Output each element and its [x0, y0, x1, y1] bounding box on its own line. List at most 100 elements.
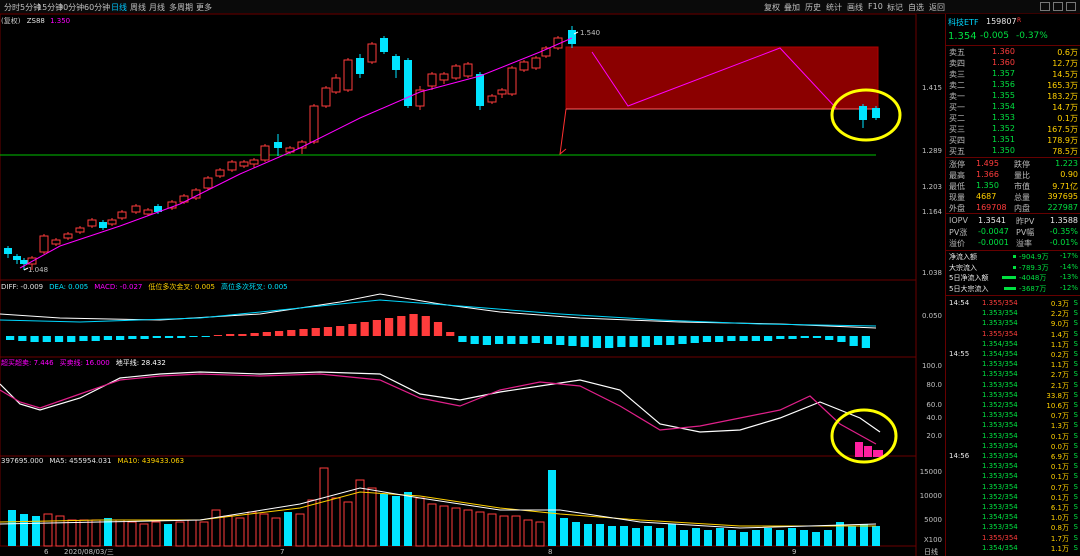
price-axis-label: 1.038 — [922, 269, 942, 277]
period-tab-5[interactable]: 日线 — [111, 3, 127, 12]
candle-body-down — [274, 142, 282, 148]
candle-body-up — [191, 189, 201, 199]
toolbar-button-0[interactable]: 复权 — [764, 3, 780, 12]
macd-bar — [788, 336, 797, 339]
macd-bar — [189, 336, 198, 337]
maximize-icon[interactable] — [1053, 2, 1063, 11]
period-tab-4[interactable]: 60分钟 — [84, 3, 111, 12]
price-chart-header: (复权) ZS88 1.350 — [1, 16, 70, 26]
macd-bar — [849, 336, 858, 346]
candle-body-up — [331, 77, 341, 93]
macd-bar — [177, 336, 186, 338]
macd-bar — [543, 336, 553, 344]
candle-body-up — [415, 89, 425, 107]
tick-row: 1.352/354 0.1万 S — [982, 492, 1078, 502]
price-axis-label: 1.415 — [922, 84, 942, 92]
volume-bar-down — [104, 518, 112, 546]
vol-labels-item-0: 397695.000 — [1, 457, 44, 465]
tick-row: 1.353/354 0.1万 S — [982, 462, 1078, 472]
stat-row: 最高 1.366 量比 0.90 — [949, 170, 1078, 180]
volume-bar-down — [716, 528, 724, 546]
candle-body-up — [321, 87, 331, 107]
toolbar-button-1[interactable]: 叠加 — [784, 3, 800, 12]
highlight-circle-kdj — [830, 408, 898, 464]
candle-body-down — [859, 106, 867, 120]
toolbar-button-3[interactable]: 统计 — [826, 3, 842, 12]
candle-body-down — [154, 206, 162, 212]
ma-value: 1.350 — [50, 17, 71, 25]
macd-bar — [140, 336, 149, 339]
macd-bar — [727, 336, 736, 341]
period-tab-9[interactable]: 更多 — [196, 3, 212, 12]
toolbar-button-2[interactable]: 历史 — [805, 3, 821, 12]
level-volume: 183.2万 — [1047, 92, 1078, 101]
volume-bar-up — [91, 519, 101, 547]
level-volume: 14.7万 — [1052, 103, 1078, 112]
macd-bar — [592, 336, 602, 348]
toolbar-button-4[interactable]: 画线 — [847, 3, 863, 12]
macd-bar — [91, 336, 100, 341]
level-price: 1.360 — [992, 58, 1015, 67]
level-price: 1.357 — [992, 69, 1015, 78]
volume-axis-label: X100 — [924, 536, 942, 544]
kdj-signal-bar — [855, 442, 863, 457]
level-price: 1.351 — [992, 135, 1015, 144]
macd-bar — [6, 336, 15, 340]
ask-row: 卖三 1.357 14.5万 — [946, 69, 1080, 80]
kdj-panel-frame — [0, 356, 917, 457]
volume-bar-up — [439, 505, 449, 547]
stock-chart[interactable]: 1.415 1.289 1.203 1.164 1.038 1.540 1.048 0.050… — [0, 14, 944, 556]
volume-bar-up — [463, 509, 473, 547]
volume-bar-up — [511, 515, 521, 547]
volume-bar-down — [788, 528, 796, 546]
tick-row: 14:55 1.354/354 0.2万 S — [949, 350, 1078, 359]
volume-bar-down — [284, 512, 292, 546]
level-label: 卖二 — [949, 81, 965, 90]
stat-row: 涨停 1.495 跌停 1.223 — [949, 159, 1078, 169]
macd-bar — [30, 336, 39, 342]
volume-bar-up — [223, 515, 233, 547]
close-icon[interactable] — [1066, 2, 1076, 11]
candle-body-up — [541, 47, 551, 57]
period-tab-2[interactable]: 15分钟 — [37, 3, 64, 12]
volume-bar-up — [271, 517, 281, 547]
candle-body-up — [227, 161, 237, 171]
macd-bar — [470, 336, 479, 344]
period-tab-3[interactable]: 30分钟 — [58, 3, 85, 12]
volume-bar-down — [644, 526, 652, 546]
period-tab-8[interactable]: 多周期 — [169, 3, 193, 12]
volume-bar-down — [632, 528, 640, 546]
fund-name: 科技ETF — [948, 18, 979, 27]
macd-bar — [79, 336, 88, 341]
flow-row: 5日大宗流入 -3687万 -12% — [949, 283, 1078, 293]
low-price-label: 1.048 — [28, 266, 48, 274]
minimize-icon[interactable] — [1040, 2, 1050, 11]
macd-labels-item-1: DEA: 0.005 — [49, 283, 89, 291]
toolbar-button-6[interactable]: 标记 — [887, 3, 903, 12]
iopv-row: PV涨 -0.0047 PV幅 -0.35% — [949, 227, 1078, 237]
macd-bar — [629, 336, 638, 347]
flow-row: 净流入额 -904.9万 -17% — [949, 252, 1078, 261]
toolbar-button-7[interactable]: 自选 — [908, 3, 924, 12]
macd-bar — [519, 336, 528, 344]
candle-body-up — [39, 235, 49, 253]
period-tab-0[interactable]: 分时 — [4, 3, 20, 12]
volume-bar-up — [247, 511, 257, 547]
volume-ma10-line — [0, 491, 876, 527]
candle-body-down — [13, 256, 21, 260]
candle-body-up — [131, 205, 141, 213]
macd-bar — [287, 330, 296, 336]
volume-bar-down — [872, 526, 880, 546]
high-price-label: 1.540 — [580, 29, 600, 37]
volume-bar-down — [32, 516, 40, 546]
kdj-axis-label: 20.0 — [926, 432, 942, 440]
period-tab-7[interactable]: 月线 — [149, 3, 165, 12]
candle-body-up — [451, 65, 461, 79]
period-tab-1[interactable]: 5分钟 — [20, 3, 42, 12]
zone-zigzag — [591, 47, 837, 109]
period-tab-6[interactable]: 周线 — [130, 3, 146, 12]
toolbar-button-5[interactable]: F10 — [868, 2, 883, 11]
level-price: 1.350 — [992, 146, 1015, 155]
toolbar-button-8[interactable]: 返回 — [929, 3, 945, 12]
volume-bar-down — [380, 494, 388, 546]
